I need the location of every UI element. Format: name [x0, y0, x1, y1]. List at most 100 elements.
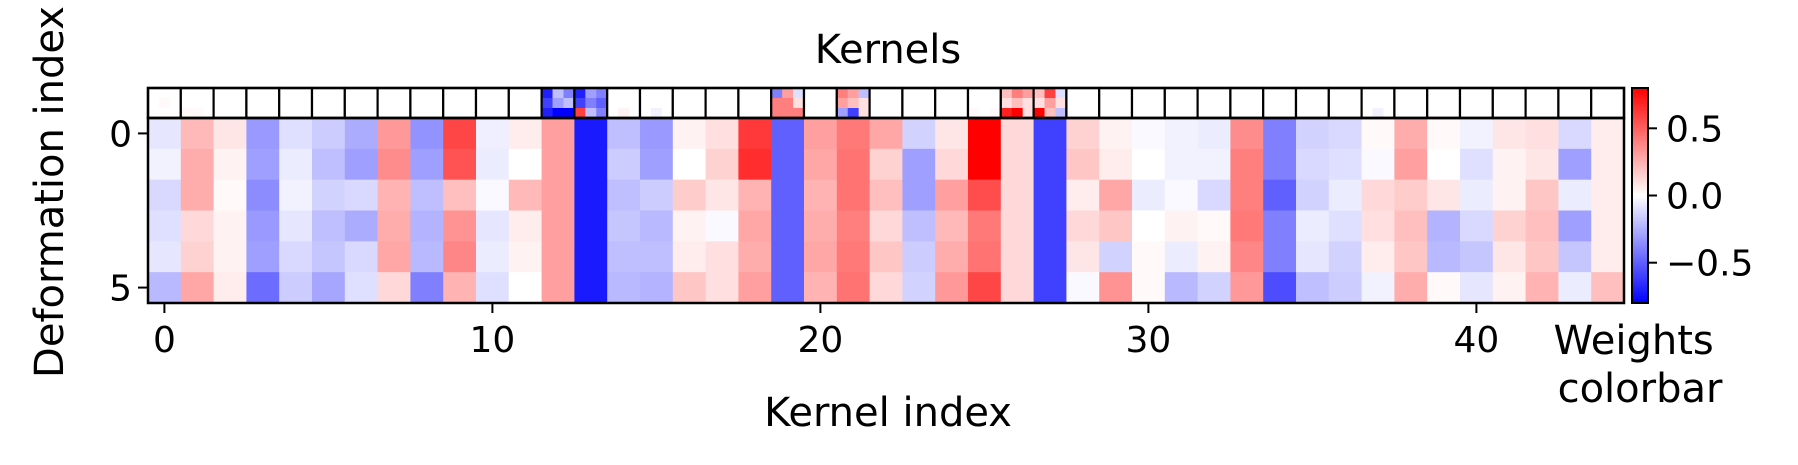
kernel-patch-cell [301, 88, 313, 99]
kernel-patch-cell [858, 108, 870, 119]
heatmap-cell [476, 210, 510, 242]
heatmap-cell [968, 118, 1002, 150]
heatmap-cell [902, 241, 936, 273]
kernel-patch-cell [825, 98, 838, 109]
kernel-patch-cell [793, 98, 805, 109]
kernel-patch-cell [290, 108, 302, 119]
heatmap-cell [1099, 210, 1133, 242]
kernel-patch-cell [760, 108, 772, 119]
kernel-patch-cell [355, 108, 368, 119]
heatmap-cell [1197, 241, 1231, 273]
kernel-patch-cell [191, 108, 204, 119]
heatmap-cell [1591, 148, 1625, 181]
colorbar-segment [1632, 299, 1648, 302]
kernel-patch-cell [825, 88, 838, 99]
kernel-patch-cell [1055, 108, 1067, 119]
heatmap-cell [1099, 241, 1133, 273]
kernel-patch-cell [312, 108, 324, 119]
kernel-patch-cell [585, 108, 597, 119]
heatmap-cell [672, 272, 707, 304]
heatmap-cell [672, 241, 707, 273]
colorbar-segment [1632, 191, 1648, 195]
heatmap-cell [1394, 118, 1428, 150]
colorbar-segment [1632, 156, 1648, 159]
heatmap-cell [1033, 179, 1067, 212]
x-tick-label: 40 [1453, 320, 1499, 361]
kernel-patch-cell [1602, 108, 1614, 119]
kernel-patch-cell [672, 108, 685, 119]
heatmap-cell [443, 210, 477, 242]
kernel-patch-cell [596, 88, 608, 99]
heatmap-cell [1066, 118, 1100, 150]
kernel-patch-cell [432, 98, 444, 109]
kernel-patch-cell [1033, 98, 1045, 109]
kernel-patch-cell [530, 88, 542, 99]
colorbar-segment [1632, 136, 1648, 139]
colorbar-segment [1632, 154, 1648, 157]
heatmap-cell [1230, 241, 1264, 273]
heatmap-cell [508, 179, 543, 212]
heatmap-cell [902, 118, 936, 150]
kernel-patch-cell [1339, 98, 1352, 109]
kernel-patch-cell [1011, 88, 1024, 99]
heatmap-cell [672, 148, 707, 181]
heatmap-cell [902, 148, 936, 181]
kernel-patch-cell [377, 98, 389, 109]
kernel-patch-cell [1241, 98, 1253, 109]
heatmap-cell [1591, 179, 1625, 212]
colorbar-segment [1632, 91, 1648, 94]
colorbar-segment [1632, 295, 1648, 299]
kernel-patch-cell [1449, 98, 1461, 109]
colorbar-segment [1632, 265, 1648, 268]
heatmap-cell [672, 210, 707, 242]
kernel-patch-cell [1525, 98, 1537, 109]
heatmap-cell [705, 210, 739, 242]
colorbar-segment [1632, 285, 1648, 288]
heatmap-cell [935, 148, 969, 181]
kernel-patch-cell [1241, 108, 1253, 119]
heatmap-cell [1361, 272, 1395, 304]
kernel-patch-cell [202, 108, 214, 119]
heatmap-cell [1558, 272, 1592, 304]
kernel-patch-cell [508, 98, 521, 109]
kernel-patch-cell [1328, 108, 1341, 119]
heatmap-cell [804, 148, 838, 181]
kernel-patch-cell [1328, 88, 1341, 99]
heatmap-cell [836, 148, 871, 181]
kernel-patch-cell [968, 108, 980, 119]
heatmap-cell [1427, 272, 1461, 304]
colorbar-segment [1632, 172, 1648, 175]
kernel-patch-cell [640, 88, 652, 99]
kernel-patch-cell [585, 98, 597, 109]
kernel-patch-cell [1525, 108, 1537, 119]
kernel-patch-cell [1066, 88, 1078, 99]
kernel-patch-cell [924, 88, 936, 99]
heatmap-cell [1492, 241, 1527, 273]
kernel-patch-cell [858, 98, 870, 109]
heatmap-cell [279, 179, 313, 212]
heatmap-cell [246, 210, 280, 242]
kernel-patch-cell [1000, 98, 1013, 109]
heatmap-cell [1525, 272, 1559, 304]
kernel-patch-cell [596, 108, 608, 119]
heatmap-cell [1066, 148, 1100, 181]
heatmap-cell [968, 210, 1002, 242]
heatmap-cell [836, 210, 871, 242]
kernel-patch-cell [235, 88, 247, 99]
kernel-patch-cell [1372, 108, 1384, 119]
kernel-patch-cell [913, 88, 925, 99]
heatmap-cell [935, 210, 969, 242]
colorbar-segment [1632, 211, 1648, 215]
kernel-patch-cell [1011, 98, 1024, 109]
colorbar-segment [1632, 215, 1648, 218]
kernel-patch-cell [486, 108, 499, 119]
colorbar-segment [1632, 122, 1648, 125]
kernel-patch-cell [1383, 108, 1395, 119]
heatmap-cell [1427, 148, 1461, 181]
kernel-patch-cell [1241, 88, 1253, 99]
kernel-patch-cell [180, 98, 193, 109]
kernel-patch-cell [322, 108, 335, 119]
colorbar-segment [1632, 234, 1648, 238]
heatmap-cell [640, 179, 674, 212]
kernel-patch-cell [749, 98, 761, 109]
